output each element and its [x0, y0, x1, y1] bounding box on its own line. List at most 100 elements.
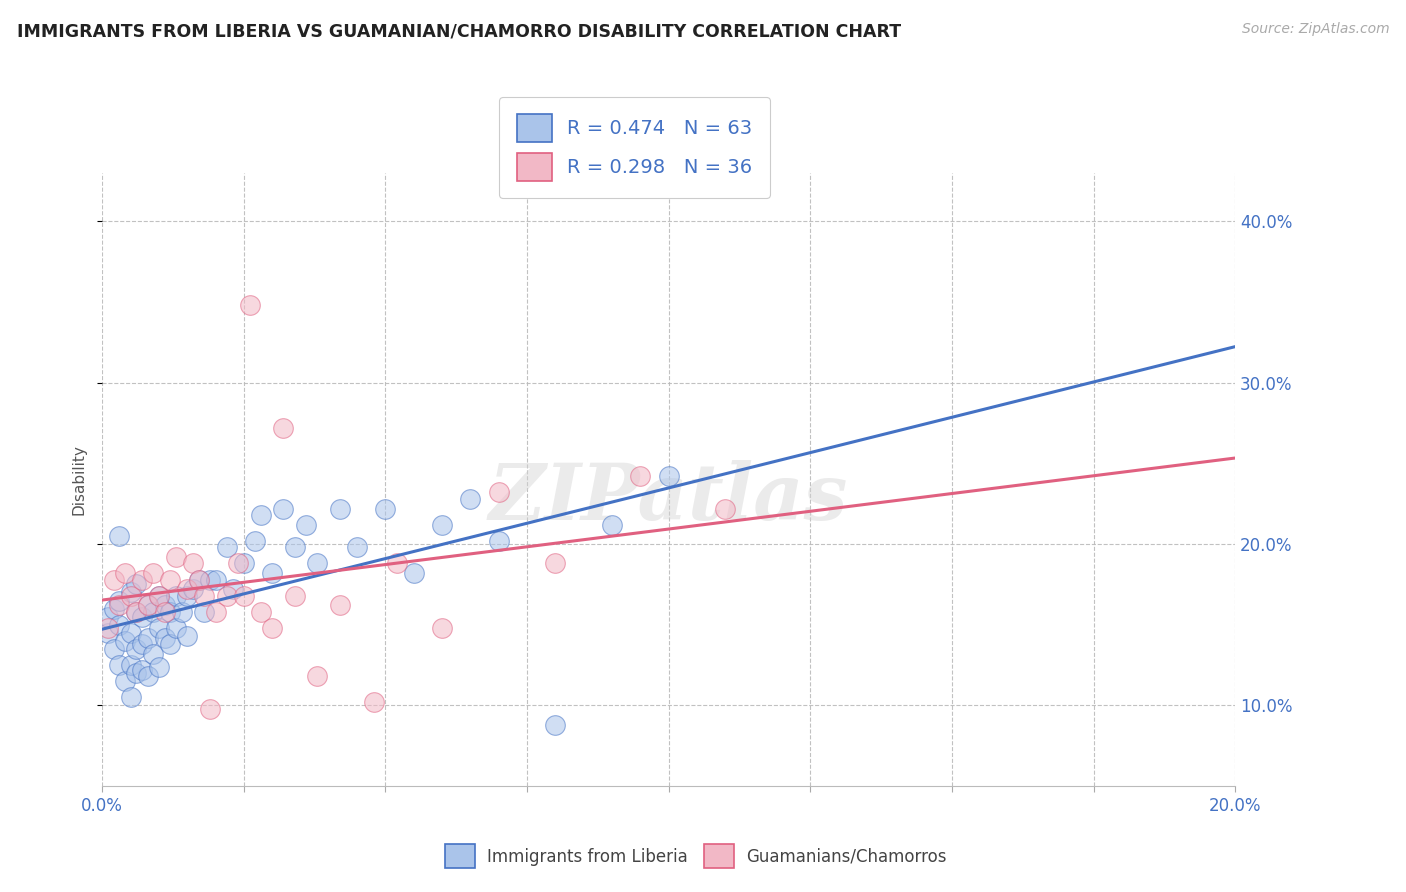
- Point: [165, 549, 187, 564]
- Point: [402, 566, 425, 580]
- Point: [153, 631, 176, 645]
- Point: [198, 701, 221, 715]
- Point: [204, 605, 226, 619]
- Point: [153, 605, 176, 619]
- Point: [284, 541, 307, 555]
- Y-axis label: Disability: Disability: [72, 444, 86, 515]
- Point: [114, 674, 136, 689]
- Point: [346, 541, 368, 555]
- Legend: Immigrants from Liberia, Guamanians/Chamorros: Immigrants from Liberia, Guamanians/Cham…: [439, 838, 953, 875]
- Legend: R = 0.474   N = 63, R = 0.298   N = 36: R = 0.474 N = 63, R = 0.298 N = 36: [499, 96, 770, 198]
- Point: [329, 501, 352, 516]
- Point: [120, 690, 142, 705]
- Point: [165, 589, 187, 603]
- Point: [176, 629, 198, 643]
- Point: [250, 605, 273, 619]
- Point: [97, 625, 120, 640]
- Point: [430, 621, 453, 635]
- Point: [215, 541, 238, 555]
- Point: [148, 589, 170, 603]
- Point: [430, 517, 453, 532]
- Point: [544, 557, 567, 571]
- Point: [170, 605, 193, 619]
- Point: [142, 605, 165, 619]
- Point: [204, 573, 226, 587]
- Point: [232, 589, 254, 603]
- Point: [131, 573, 153, 587]
- Point: [148, 589, 170, 603]
- Point: [136, 631, 159, 645]
- Text: IMMIGRANTS FROM LIBERIA VS GUAMANIAN/CHAMORRO DISABILITY CORRELATION CHART: IMMIGRANTS FROM LIBERIA VS GUAMANIAN/CHA…: [17, 22, 901, 40]
- Point: [114, 633, 136, 648]
- Point: [108, 658, 131, 673]
- Text: ZIPatlas: ZIPatlas: [489, 459, 848, 536]
- Point: [460, 491, 482, 506]
- Point: [600, 517, 623, 532]
- Text: Source: ZipAtlas.com: Source: ZipAtlas.com: [1241, 22, 1389, 37]
- Point: [125, 605, 148, 619]
- Point: [108, 599, 131, 613]
- Point: [148, 621, 170, 635]
- Point: [153, 599, 176, 613]
- Point: [488, 533, 510, 548]
- Point: [120, 589, 142, 603]
- Point: [165, 621, 187, 635]
- Point: [544, 718, 567, 732]
- Point: [193, 605, 215, 619]
- Point: [142, 566, 165, 580]
- Point: [176, 589, 198, 603]
- Point: [284, 589, 307, 603]
- Point: [193, 589, 215, 603]
- Point: [120, 658, 142, 673]
- Point: [159, 637, 181, 651]
- Point: [307, 669, 329, 683]
- Point: [131, 637, 153, 651]
- Point: [243, 533, 266, 548]
- Point: [125, 666, 148, 681]
- Point: [714, 501, 737, 516]
- Point: [329, 599, 352, 613]
- Point: [103, 642, 125, 657]
- Point: [97, 621, 120, 635]
- Point: [108, 529, 131, 543]
- Point: [295, 517, 318, 532]
- Point: [125, 642, 148, 657]
- Point: [181, 557, 204, 571]
- Point: [181, 582, 204, 597]
- Point: [114, 566, 136, 580]
- Point: [176, 582, 198, 597]
- Point: [262, 566, 284, 580]
- Point: [125, 605, 148, 619]
- Point: [103, 601, 125, 615]
- Point: [198, 573, 221, 587]
- Point: [628, 469, 651, 483]
- Point: [108, 593, 131, 607]
- Point: [221, 582, 243, 597]
- Point: [385, 557, 408, 571]
- Point: [125, 577, 148, 591]
- Point: [215, 589, 238, 603]
- Point: [307, 557, 329, 571]
- Point: [238, 298, 260, 312]
- Point: [131, 663, 153, 677]
- Point: [363, 695, 385, 709]
- Point: [148, 659, 170, 673]
- Point: [187, 573, 209, 587]
- Point: [232, 557, 254, 571]
- Point: [187, 573, 209, 587]
- Point: [374, 501, 396, 516]
- Point: [226, 557, 249, 571]
- Point: [120, 625, 142, 640]
- Point: [488, 485, 510, 500]
- Point: [136, 669, 159, 683]
- Point: [658, 469, 681, 483]
- Point: [273, 421, 295, 435]
- Point: [120, 585, 142, 599]
- Point: [136, 599, 159, 613]
- Point: [273, 501, 295, 516]
- Point: [103, 573, 125, 587]
- Point: [262, 621, 284, 635]
- Point: [142, 647, 165, 661]
- Point: [136, 599, 159, 613]
- Point: [250, 508, 273, 522]
